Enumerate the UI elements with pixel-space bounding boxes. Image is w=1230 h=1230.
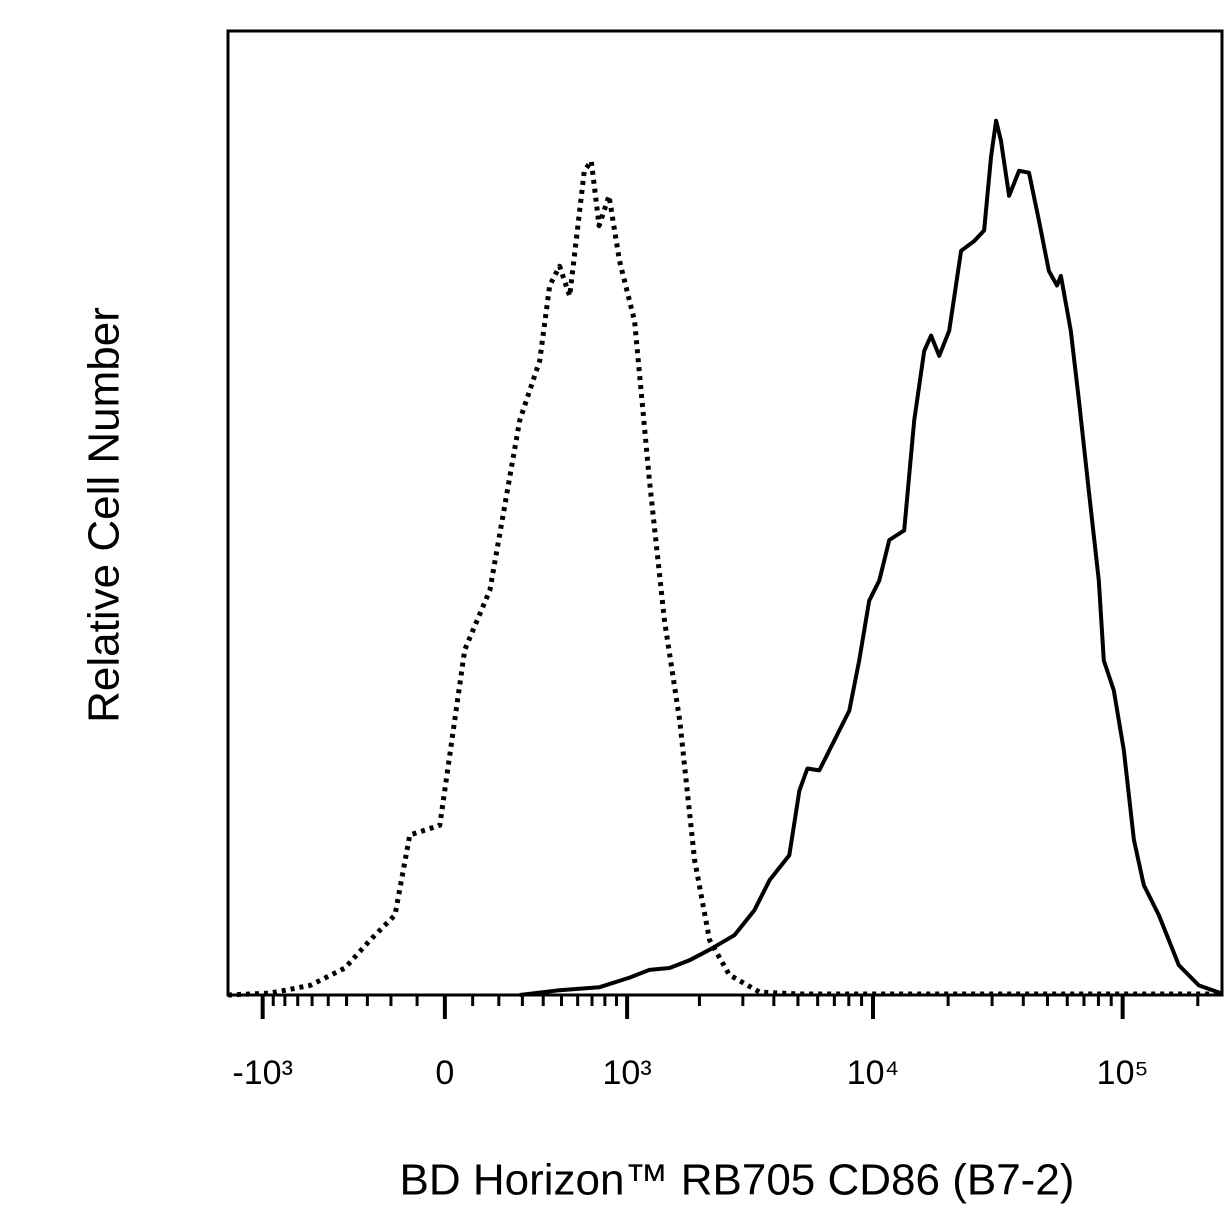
x-tick-label: 10³ bbox=[603, 1054, 652, 1092]
x-tick-label: 0 bbox=[435, 1054, 454, 1092]
x-axis-label: BD Horizon™ RB705 CD86 (B7-2) bbox=[400, 1156, 1075, 1205]
x-tick-label: -10³ bbox=[232, 1054, 292, 1092]
histogram-line bbox=[519, 118, 1222, 997]
x-tick-label: 10⁴ bbox=[847, 1054, 899, 1092]
x-tick-label: 10⁵ bbox=[1097, 1054, 1149, 1092]
plot-frame bbox=[226, 29, 1224, 997]
y-axis-label: Relative Cell Number bbox=[80, 307, 129, 723]
histogram-line bbox=[227, 158, 1221, 998]
